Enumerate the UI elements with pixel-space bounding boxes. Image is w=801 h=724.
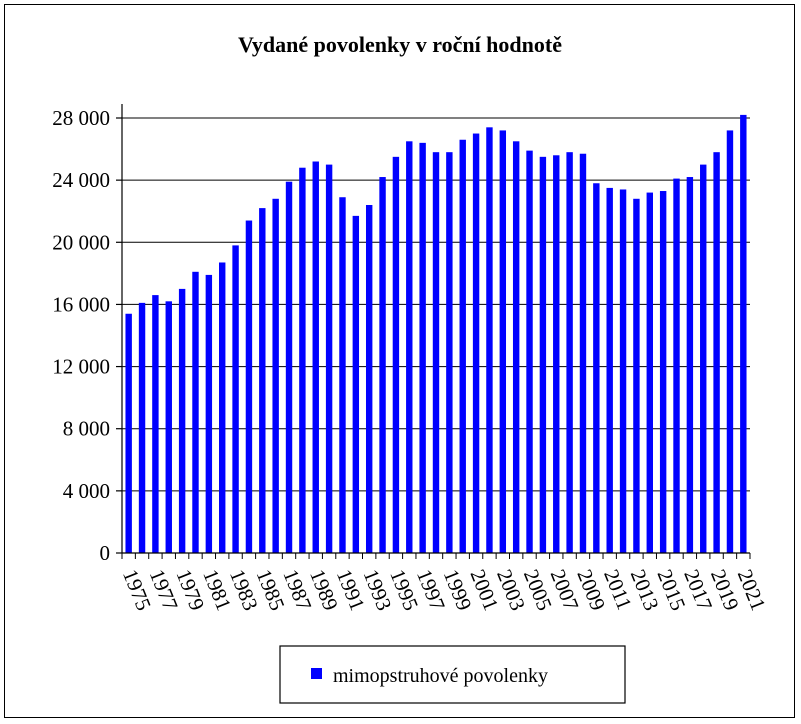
bar-2012 [619, 189, 627, 553]
x-axis: 1975197719791981198319851987198919911993… [118, 552, 771, 614]
bar-2003 [499, 130, 507, 553]
bar-1999 [446, 152, 453, 553]
bar-1990 [325, 164, 333, 553]
legend-swatch [311, 668, 322, 679]
bar-2018 [700, 164, 707, 553]
bar-2006 [539, 156, 547, 553]
y-tick-label: 12 000 [52, 355, 110, 379]
y-tick-label: 28 000 [52, 106, 110, 130]
y-tick-label: 24 000 [52, 168, 110, 192]
bar-1982 [219, 262, 226, 553]
bar-2014 [646, 192, 653, 554]
bar-2004 [512, 141, 520, 553]
bar-2001 [472, 133, 480, 554]
bar-1988 [299, 167, 306, 553]
bar-1996 [406, 141, 413, 553]
bar-2005 [526, 150, 533, 553]
bar-1976 [138, 302, 146, 553]
bar-1983 [232, 245, 239, 553]
bar-2009 [579, 153, 587, 553]
bar-2019 [713, 152, 720, 553]
bar-2002 [486, 127, 493, 554]
bar-1986 [272, 198, 279, 554]
bars [125, 114, 747, 554]
legend: mimopstruhové povolenky [279, 645, 626, 704]
y-axis: 0 4 000 8 000 12 000 16 000 20 000 24 000 28 00… [52, 104, 123, 565]
chart-title: Vydané povolenky v roční hodnotě [238, 32, 562, 57]
bar-2011 [606, 187, 613, 554]
bar-2010 [593, 183, 600, 553]
bar-1980 [192, 271, 199, 553]
bar-2021 [740, 114, 747, 554]
bar-2016 [673, 178, 680, 553]
bar-1992 [352, 215, 360, 553]
bar-1975 [125, 313, 132, 553]
bar-1991 [339, 197, 346, 553]
bar-2000 [459, 139, 466, 553]
y-tick-label: 4 000 [63, 479, 110, 503]
y-tick-label: 16 000 [52, 292, 110, 316]
bar-1993 [365, 205, 373, 553]
bar-1977 [152, 295, 159, 553]
y-tick-label: 20 000 [52, 230, 110, 254]
y-tick-label: 0 [100, 541, 111, 565]
legend-label: mimopstruhové povolenky [333, 665, 548, 687]
bar-1997 [419, 142, 426, 553]
bar-2013 [633, 198, 640, 554]
bar-1985 [259, 208, 266, 553]
bar-2008 [566, 152, 573, 553]
bar-1989 [312, 161, 319, 553]
bar-1987 [285, 181, 293, 554]
legend-box [279, 645, 626, 704]
bar-1981 [205, 274, 213, 553]
y-tick-label: 8 000 [63, 417, 110, 441]
bar-2017 [686, 177, 694, 554]
bar-1978 [165, 301, 172, 553]
bar-1984 [245, 220, 253, 554]
bar-1995 [392, 156, 400, 553]
bar-2007 [553, 155, 560, 554]
bar-1979 [178, 288, 186, 553]
bar-1994 [379, 177, 386, 554]
bar-2015 [659, 191, 667, 553]
bar-1998 [432, 152, 440, 553]
bar-2020 [726, 130, 734, 553]
